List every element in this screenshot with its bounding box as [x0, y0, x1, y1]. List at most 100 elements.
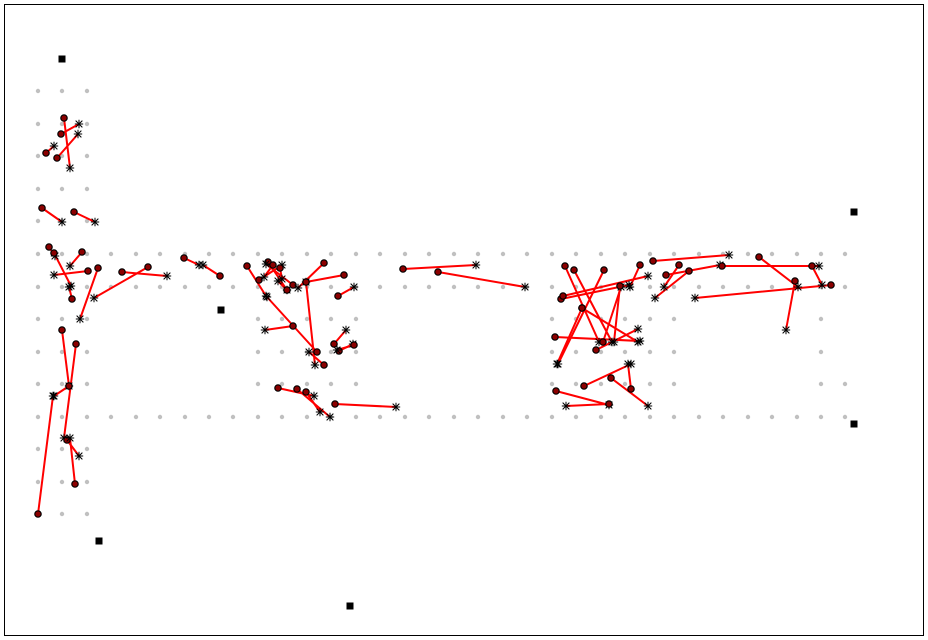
start-point-marker: [118, 268, 126, 276]
grid-point: [426, 251, 432, 257]
grid-point: [328, 349, 334, 355]
displacement-line: [665, 264, 721, 276]
start-point-marker: [320, 361, 328, 369]
grid-point: [59, 414, 65, 420]
grid-point: [59, 284, 65, 290]
grid-point: [108, 251, 114, 257]
grid-point: [84, 284, 90, 290]
grid-point: [328, 284, 334, 290]
grid-point: [84, 218, 90, 224]
start-point-marker: [94, 264, 102, 272]
grid-point: [35, 218, 41, 224]
grid-point: [59, 186, 65, 192]
start-point-marker: [70, 208, 78, 216]
grid-point: [598, 251, 604, 257]
displacement-line: [554, 336, 641, 342]
end-point-marker: [391, 402, 401, 412]
start-point-marker: [552, 387, 560, 395]
grid-point: [59, 381, 65, 387]
grid-point: [353, 414, 359, 420]
grid-point: [230, 414, 236, 420]
grid-point: [549, 316, 555, 322]
start-point-marker: [559, 292, 567, 300]
start-point-marker: [627, 385, 635, 393]
grid-point: [279, 316, 285, 322]
grid-point: [500, 284, 506, 290]
grid-point: [35, 381, 41, 387]
grid-point: [255, 251, 261, 257]
end-point-marker: [162, 271, 172, 281]
start-point-marker: [255, 276, 263, 284]
grid-point: [622, 316, 628, 322]
grid-point: [304, 414, 310, 420]
grid-point: [573, 414, 579, 420]
grid-point: [377, 414, 383, 420]
start-point-marker: [289, 322, 297, 330]
grid-point: [157, 251, 163, 257]
grid-point: [402, 414, 408, 420]
grid-point: [573, 251, 579, 257]
start-point-marker: [313, 348, 321, 356]
grid-point: [451, 414, 457, 420]
grid-point: [304, 251, 310, 257]
start-point-marker: [34, 510, 42, 518]
grid-point: [279, 251, 285, 257]
displacement-line: [305, 274, 345, 283]
end-point-marker: [49, 141, 59, 151]
grid-point: [35, 251, 41, 257]
start-point-marker: [65, 382, 73, 390]
start-point-marker: [578, 304, 586, 312]
grid-point: [255, 316, 261, 322]
grid-point: [573, 381, 579, 387]
end-point-marker: [259, 272, 269, 282]
end-point-marker: [650, 293, 660, 303]
grid-point: [377, 251, 383, 257]
end-point-marker: [724, 250, 734, 260]
grid-point: [84, 153, 90, 159]
end-point-marker: [471, 260, 481, 270]
end-point-marker: [75, 314, 85, 324]
start-point-marker: [269, 261, 277, 269]
grid-point: [84, 511, 90, 517]
displacement-line: [564, 265, 600, 343]
grid-point: [598, 381, 604, 387]
start-point-marker: [607, 374, 615, 382]
grid-point: [35, 316, 41, 322]
grid-point: [696, 284, 702, 290]
grid-point: [157, 284, 163, 290]
start-point-marker: [600, 266, 608, 274]
grid-point: [402, 284, 408, 290]
start-point-marker: [53, 154, 61, 162]
grid-point: [157, 414, 163, 420]
grid-point: [353, 251, 359, 257]
start-point-marker: [302, 388, 310, 396]
displacement-line: [69, 437, 76, 485]
end-point-marker: [65, 261, 75, 271]
displacement-line: [63, 117, 71, 169]
grid-point: [549, 284, 555, 290]
end-point-marker: [65, 163, 75, 173]
end-point-marker: [341, 325, 351, 335]
grid-point: [59, 349, 65, 355]
grid-point: [59, 511, 65, 517]
start-point-marker: [791, 277, 799, 285]
grid-point: [745, 251, 751, 257]
displacement-line: [264, 325, 294, 331]
end-point-marker: [609, 337, 619, 347]
grid-point: [524, 251, 530, 257]
grid-point: [35, 446, 41, 452]
displacement-line: [61, 329, 70, 387]
grid-point: [35, 349, 41, 355]
displacement-line: [305, 391, 321, 413]
grid-point: [622, 381, 628, 387]
grid-point: [769, 414, 775, 420]
start-point-marker: [283, 286, 291, 294]
end-point-marker: [814, 261, 824, 271]
grid-point: [255, 414, 261, 420]
grid-point: [377, 284, 383, 290]
grid-point: [647, 414, 653, 420]
start-point-marker: [293, 385, 301, 393]
end-point-marker: [261, 259, 271, 269]
start-point-marker: [675, 261, 683, 269]
anchor-points-layer: [58, 55, 858, 610]
